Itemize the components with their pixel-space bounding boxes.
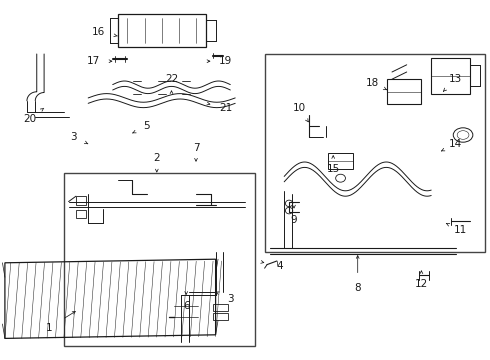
Text: 3: 3 [227,294,234,304]
Bar [76,196,86,205]
Bar [265,54,485,252]
Text: 17: 17 [86,56,100,66]
Bar [76,210,86,218]
Bar [328,153,353,169]
Text: 7: 7 [193,143,199,153]
Text: 1: 1 [46,323,52,333]
Bar [431,58,470,94]
Text: 6: 6 [183,301,190,311]
Text: 9: 9 [291,215,297,225]
Text: 5: 5 [144,121,150,131]
Text: 4: 4 [276,261,283,271]
Text: 12: 12 [415,279,428,289]
Text: 11: 11 [454,225,467,235]
Bar [387,79,421,104]
Text: 14: 14 [449,139,463,149]
Bar [118,14,206,47]
Text: 18: 18 [366,78,379,88]
Text: 8: 8 [354,283,361,293]
Text: 13: 13 [449,74,463,84]
Text: 20: 20 [23,114,36,124]
Text: 21: 21 [219,103,232,113]
Bar [64,173,255,346]
Bar [213,313,228,320]
Text: 10: 10 [293,103,305,113]
Text: 3: 3 [70,132,77,142]
Text: 19: 19 [219,56,232,66]
Text: 16: 16 [91,27,105,37]
Text: 15: 15 [326,164,340,174]
Text: 2: 2 [153,153,160,163]
Text: 22: 22 [165,74,178,84]
Bar [213,304,228,311]
